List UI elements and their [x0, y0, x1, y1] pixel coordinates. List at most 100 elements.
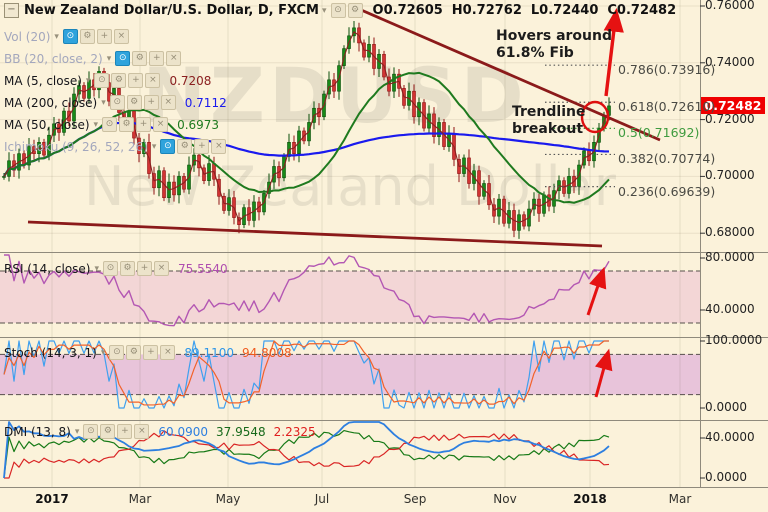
gear-icon[interactable]: ⚙: [126, 95, 142, 110]
plus-icon[interactable]: +: [117, 424, 133, 439]
plus-icon[interactable]: +: [137, 261, 153, 276]
chevron-down-icon[interactable]: ▾: [106, 53, 112, 64]
lower-trendline[interactable]: [27, 220, 603, 248]
stoch-indicator-label[interactable]: Stoch (14, 3, 1): [4, 345, 97, 360]
chevron-down-icon[interactable]: ▾: [322, 5, 327, 16]
fib-note-annotation[interactable]: Hovers around 61.8% Fib: [496, 28, 612, 62]
rsi-band: [0, 271, 700, 323]
gear-icon[interactable]: ⚙: [79, 29, 95, 44]
fib-note-line1: Hovers around: [496, 28, 612, 44]
price-up-arrow[interactable]: [603, 7, 624, 97]
close-icon[interactable]: ×: [160, 345, 176, 360]
fib-note-line2: 61.8% Fib: [496, 45, 574, 62]
plus-icon[interactable]: +: [149, 51, 165, 66]
eye-icon[interactable]: ⊙: [115, 51, 131, 66]
gear-icon[interactable]: ⚙: [100, 424, 116, 439]
chevron-down-icon[interactable]: ▾: [54, 31, 59, 42]
legend-row-ichimoku: Ichimoku (9, 26, 52, 26) ▾ ⊙ ⚙ + ×: [4, 139, 227, 154]
plus-icon[interactable]: +: [143, 345, 159, 360]
ma5-indicator-label[interactable]: MA (5, close): [4, 73, 82, 88]
close-icon[interactable]: ×: [153, 117, 169, 132]
gear-icon[interactable]: ⚙: [111, 73, 127, 88]
close-icon[interactable]: ×: [145, 73, 161, 88]
eye-icon[interactable]: ⊙: [94, 73, 110, 88]
ma50-value: 0.6973: [177, 117, 220, 132]
plus-icon[interactable]: +: [143, 95, 159, 110]
symbol-header: − New Zealand Dollar/U.S. Dollar, D, FXC…: [4, 3, 676, 18]
symbol-title[interactable]: New Zealand Dollar/U.S. Dollar, D, FXCM: [24, 3, 319, 18]
chevron-down-icon[interactable]: ▾: [100, 347, 106, 358]
high-value: H0.72762: [451, 3, 522, 18]
eye-icon[interactable]: ⊙: [109, 345, 125, 360]
plus-icon[interactable]: +: [128, 73, 144, 88]
stoch-d-line[interactable]: [3, 340, 609, 406]
stoch-pane[interactable]: [3, 340, 609, 409]
ichimoku-indicator-label[interactable]: Ichimoku (9, 26, 52, 26): [4, 139, 148, 154]
eye-icon[interactable]: ⊙: [62, 29, 78, 44]
watermark-symbol: NZDUSD: [142, 51, 527, 140]
legend-row-ma50: MA (50, close) ▾ ⊙ ⚙ + × 0.6973: [4, 117, 219, 132]
breakout-line2: breakout: [512, 121, 584, 138]
collapse-pane-icon[interactable]: −: [4, 3, 19, 18]
legend-row-volume: Vol (20) ▾ ⊙ ⚙ + ×: [4, 29, 130, 44]
volume-indicator-label[interactable]: Vol (20): [4, 29, 51, 44]
stoch-d-value: 94.8008: [242, 345, 292, 360]
open-value: O0.72605: [372, 3, 443, 18]
close-icon[interactable]: ×: [134, 424, 150, 439]
stoch-up-arrow[interactable]: [594, 348, 613, 398]
ma5-value: 0.7208: [169, 73, 212, 88]
chevron-down-icon[interactable]: ▾: [94, 263, 100, 274]
low-value: L0.72440: [530, 3, 599, 18]
plus-icon[interactable]: +: [194, 139, 210, 154]
dmi-minus-di-value: 2.2325: [273, 424, 316, 439]
dmi-minus-di-line[interactable]: [4, 430, 610, 479]
dmi-axis-label: 40.0000: [705, 430, 755, 444]
gear-icon[interactable]: ⚙: [119, 117, 135, 132]
legend-row-stoch: Stoch (14, 3, 1) ▾ ⊙ ⚙ + × 89.1100 94.80…: [4, 345, 292, 360]
fib-level-label: 0.236(0.69639): [618, 183, 716, 199]
eye-icon[interactable]: ⊙: [103, 261, 119, 276]
chevron-down-icon[interactable]: ▾: [85, 75, 91, 86]
close-value: C0.72482: [607, 3, 677, 18]
rsi-up-arrow[interactable]: [586, 266, 607, 316]
chevron-down-icon[interactable]: ▾: [74, 426, 80, 437]
bb-indicator-label[interactable]: BB (20, close, 2): [4, 51, 103, 66]
breakout-circle[interactable]: [580, 100, 610, 134]
chevron-down-icon[interactable]: ▾: [101, 97, 106, 108]
dmi-indicator-label[interactable]: DMI (13, 8): [4, 424, 71, 439]
close-icon[interactable]: ×: [160, 95, 176, 110]
plus-icon[interactable]: +: [136, 117, 152, 132]
chevron-down-icon[interactable]: ▾: [151, 141, 157, 152]
gear-icon[interactable]: ⚙: [132, 51, 148, 66]
close-icon[interactable]: ×: [166, 51, 182, 66]
legend-row-dmi: DMI (13, 8) ▾ ⊙ ⚙ + × 60.0900 37.9548 2.…: [4, 424, 316, 439]
eye-icon[interactable]: ⊙: [109, 95, 125, 110]
ma200-indicator-label[interactable]: MA (200, close): [4, 95, 98, 110]
gear-icon[interactable]: ⚙: [177, 139, 193, 154]
legend-row-ma5: MA (5, close) ▾ ⊙ ⚙ + × 0.7208: [4, 73, 211, 88]
eye-icon[interactable]: ⊙: [330, 3, 346, 18]
gear-icon[interactable]: ⚙: [347, 3, 363, 18]
plus-icon[interactable]: +: [96, 29, 112, 44]
time-axis-label: Mar: [668, 492, 692, 506]
price-axis-label: 0.68000: [705, 225, 755, 240]
dmi-plus-di-line[interactable]: [3, 429, 610, 479]
close-icon[interactable]: ×: [211, 139, 227, 154]
breakout-annotation[interactable]: Trendline breakout: [512, 104, 585, 138]
eye-icon[interactable]: ⊙: [102, 117, 118, 132]
close-icon[interactable]: ×: [113, 29, 129, 44]
price-axis-label: 0.76000: [705, 0, 755, 12]
gear-icon[interactable]: ⚙: [126, 345, 142, 360]
chevron-down-icon[interactable]: ▾: [93, 119, 99, 130]
gear-icon[interactable]: ⚙: [120, 261, 136, 276]
fib-level-label: 0.618(0.72610): [618, 99, 716, 115]
close-icon[interactable]: ×: [154, 261, 170, 276]
stoch-k-value: 89.1100: [184, 345, 234, 360]
ma50-indicator-label[interactable]: MA (50, close): [4, 117, 90, 132]
rsi-indicator-label[interactable]: RSI (14, close): [4, 261, 91, 276]
eye-icon[interactable]: ⊙: [83, 424, 99, 439]
eye-icon[interactable]: ⊙: [160, 139, 176, 154]
dmi-axis-label: 0.0000: [705, 470, 747, 484]
